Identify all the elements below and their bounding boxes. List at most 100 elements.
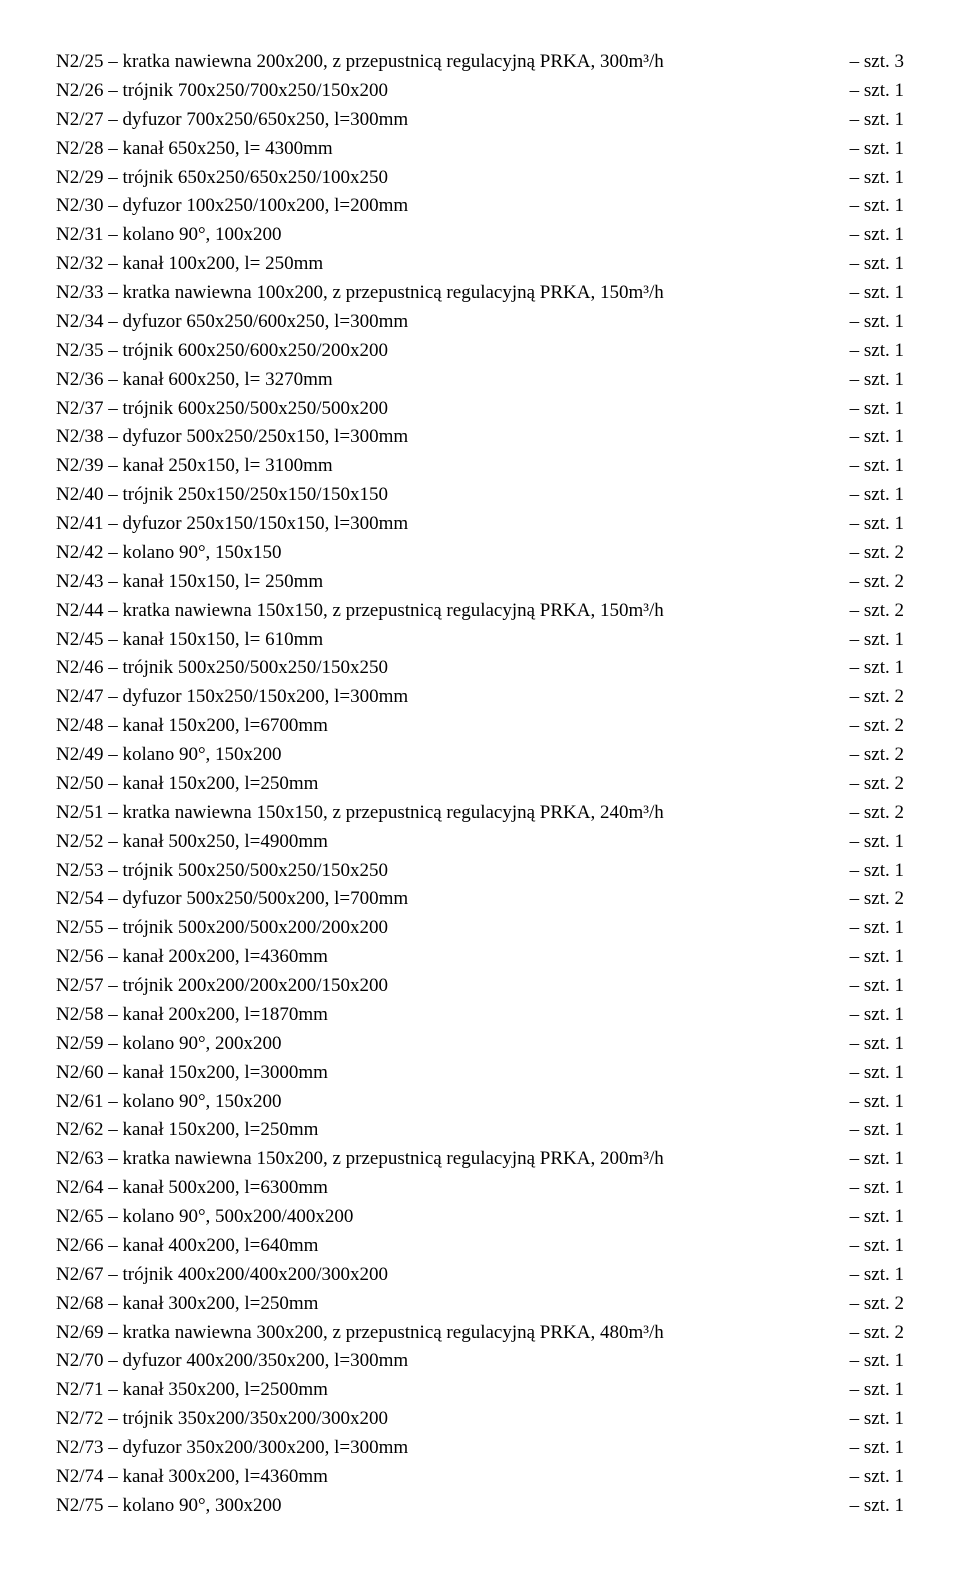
item-label: N2/75 – kolano 90°, 300x200 (56, 1492, 282, 1521)
item-qty: – szt. 1 (834, 1232, 904, 1261)
list-item: N2/56 – kanał 200x200, l=4360mm– szt. 1 (56, 943, 904, 972)
list-item: N2/55 – trójnik 500x200/500x200/200x200–… (56, 914, 904, 943)
item-qty: – szt. 2 (834, 683, 904, 712)
item-qty: – szt. 1 (834, 972, 904, 1001)
item-label: N2/45 – kanał 150x150, l= 610mm (56, 626, 323, 655)
item-label: N2/42 – kolano 90°, 150x150 (56, 539, 282, 568)
item-qty: – szt. 1 (834, 1174, 904, 1203)
list-item: N2/51 – kratka nawiewna 150x150, z przep… (56, 799, 904, 828)
item-qty: – szt. 1 (834, 1030, 904, 1059)
list-item: N2/52 – kanał 500x250, l=4900mm– szt. 1 (56, 828, 904, 857)
item-label: N2/55 – trójnik 500x200/500x200/200x200 (56, 914, 388, 943)
item-label: N2/39 – kanał 250x150, l= 3100mm (56, 452, 333, 481)
item-label: N2/70 – dyfuzor 400x200/350x200, l=300mm (56, 1347, 408, 1376)
item-qty: – szt. 1 (834, 1492, 904, 1521)
list-item: N2/61 – kolano 90°, 150x200 – szt. 1 (56, 1088, 904, 1117)
list-item: N2/45 – kanał 150x150, l= 610mm– szt. 1 (56, 626, 904, 655)
item-label: N2/71 – kanał 350x200, l=2500mm (56, 1376, 328, 1405)
item-qty: – szt. 1 (834, 510, 904, 539)
item-label: N2/28 – kanał 650x250, l= 4300mm (56, 135, 333, 164)
list-item: N2/49 – kolano 90°, 150x200 – szt. 2 (56, 741, 904, 770)
item-qty: – szt. 1 (834, 192, 904, 221)
list-item: N2/31 – kolano 90°, 100x200– szt. 1 (56, 221, 904, 250)
item-qty: – szt. 1 (834, 1001, 904, 1030)
list-item: N2/65 – kolano 90°, 500x200/400x200 – szt… (56, 1203, 904, 1232)
list-item: N2/38 – dyfuzor 500x250/250x150, l=300mm… (56, 423, 904, 452)
list-item: N2/42 – kolano 90°, 150x150 – szt. 2 (56, 539, 904, 568)
list-item: N2/63 – kratka nawiewna 150x200, z przep… (56, 1145, 904, 1174)
item-qty: – szt. 1 (834, 337, 904, 366)
item-qty: – szt. 1 (834, 1261, 904, 1290)
item-label: N2/72 – trójnik 350x200/350x200/300x200 (56, 1405, 388, 1434)
item-label: N2/51 – kratka nawiewna 150x150, z przep… (56, 799, 664, 828)
item-qty: – szt. 1 (834, 221, 904, 250)
item-label: N2/65 – kolano 90°, 500x200/400x200 (56, 1203, 353, 1232)
item-qty: – szt. 1 (834, 1463, 904, 1492)
item-qty: – szt. 1 (834, 1116, 904, 1145)
item-label: N2/57 – trójnik 200x200/200x200/150x200 (56, 972, 388, 1001)
item-qty: – szt. 1 (834, 1405, 904, 1434)
list-item: N2/71 – kanał 350x200, l=2500mm – szt. 1 (56, 1376, 904, 1405)
item-qty: – szt. 1 (834, 366, 904, 395)
item-qty: – szt. 1 (834, 423, 904, 452)
item-label: N2/49 – kolano 90°, 150x200 (56, 741, 282, 770)
list-item: N2/50 – kanał 150x200, l=250mm– szt. 2 (56, 770, 904, 799)
list-item: N2/73 – dyfuzor 350x200/300x200, l=300mm… (56, 1434, 904, 1463)
list-item: N2/40 – trójnik 250x150/250x150/150x150–… (56, 481, 904, 510)
list-item: N2/48 – kanał 150x200, l=6700mm– szt. 2 (56, 712, 904, 741)
list-item: N2/43 – kanał 150x150, l= 250mm– szt. 2 (56, 568, 904, 597)
item-qty: – szt. 2 (834, 885, 904, 914)
item-label: N2/43 – kanał 150x150, l= 250mm (56, 568, 323, 597)
item-qty: – szt. 1 (834, 308, 904, 337)
item-label: N2/61 – kolano 90°, 150x200 (56, 1088, 282, 1117)
list-item: N2/37 – trójnik 600x250/500x250/500x200–… (56, 395, 904, 424)
list-item: N2/74 – kanał 300x200, l=4360mm – szt. 1 (56, 1463, 904, 1492)
item-qty: – szt. 1 (834, 828, 904, 857)
item-label: N2/32 – kanał 100x200, l= 250mm (56, 250, 323, 279)
item-label: N2/36 – kanał 600x250, l= 3270mm (56, 366, 333, 395)
item-label: N2/66 – kanał 400x200, l=640mm (56, 1232, 318, 1261)
item-label: N2/29 – trójnik 650x250/650x250/100x250 (56, 164, 388, 193)
item-qty: – szt. 1 (834, 77, 904, 106)
list-item: N2/57 – trójnik 200x200/200x200/150x200 –… (56, 972, 904, 1001)
item-label: N2/27 – dyfuzor 700x250/650x250, l=300mm (56, 106, 408, 135)
item-qty: – szt. 3 (834, 48, 904, 77)
item-label: N2/53 – trójnik 500x250/500x250/150x250 (56, 857, 388, 886)
list-item: N2/35 – trójnik 600x250/600x250/200x200–… (56, 337, 904, 366)
item-qty: – szt. 1 (834, 1203, 904, 1232)
item-label: N2/44 – kratka nawiewna 150x150, z przep… (56, 597, 664, 626)
list-item: N2/25 – kratka nawiewna 200x200, z przep… (56, 48, 904, 77)
item-qty: – szt. 1 (834, 1376, 904, 1405)
item-qty: – szt. 1 (834, 452, 904, 481)
item-qty: – szt. 1 (834, 943, 904, 972)
item-qty: – szt. 1 (834, 1434, 904, 1463)
list-item: N2/47 – dyfuzor 150x250/150x200, l=300mm… (56, 683, 904, 712)
list-item: N2/67 – trójnik 400x200/400x200/300x200–… (56, 1261, 904, 1290)
list-item: N2/28 – kanał 650x250, l= 4300mm– szt. 1 (56, 135, 904, 164)
item-qty: – szt. 2 (834, 770, 904, 799)
item-qty: – szt. 2 (834, 539, 904, 568)
item-qty: – szt. 2 (834, 597, 904, 626)
list-item: N2/27 – dyfuzor 700x250/650x250, l=300mm… (56, 106, 904, 135)
item-qty: – szt. 2 (834, 1319, 904, 1348)
item-label: N2/60 – kanał 150x200, l=3000mm (56, 1059, 328, 1088)
item-label: N2/74 – kanał 300x200, l=4360mm (56, 1463, 328, 1492)
item-label: N2/59 – kolano 90°, 200x200 (56, 1030, 282, 1059)
list-item: N2/29 – trójnik 650x250/650x250/100x250–… (56, 164, 904, 193)
item-label: N2/63 – kratka nawiewna 150x200, z przep… (56, 1145, 664, 1174)
item-label: N2/69 – kratka nawiewna 300x200, z przep… (56, 1319, 664, 1348)
item-qty: – szt. 1 (834, 654, 904, 683)
item-qty: – szt. 1 (834, 279, 904, 308)
list-item: N2/30 – dyfuzor 100x250/100x200, l=200mm… (56, 192, 904, 221)
item-qty: – szt. 1 (834, 1088, 904, 1117)
list-item: N2/68 – kanał 300x200, l=250mm– szt. 2 (56, 1290, 904, 1319)
list-item: N2/70 – dyfuzor 400x200/350x200, l=300mm… (56, 1347, 904, 1376)
list-item: N2/33 – kratka nawiewna 100x200, z przep… (56, 279, 904, 308)
item-label: N2/62 – kanał 150x200, l=250mm (56, 1116, 318, 1145)
item-qty: – szt. 1 (834, 395, 904, 424)
item-label: N2/48 – kanał 150x200, l=6700mm (56, 712, 328, 741)
item-qty: – szt. 1 (834, 1145, 904, 1174)
item-label: N2/30 – dyfuzor 100x250/100x200, l=200mm (56, 192, 408, 221)
item-qty: – szt. 2 (834, 741, 904, 770)
list-item: N2/46 – trójnik 500x250/500x250/150x250–… (56, 654, 904, 683)
